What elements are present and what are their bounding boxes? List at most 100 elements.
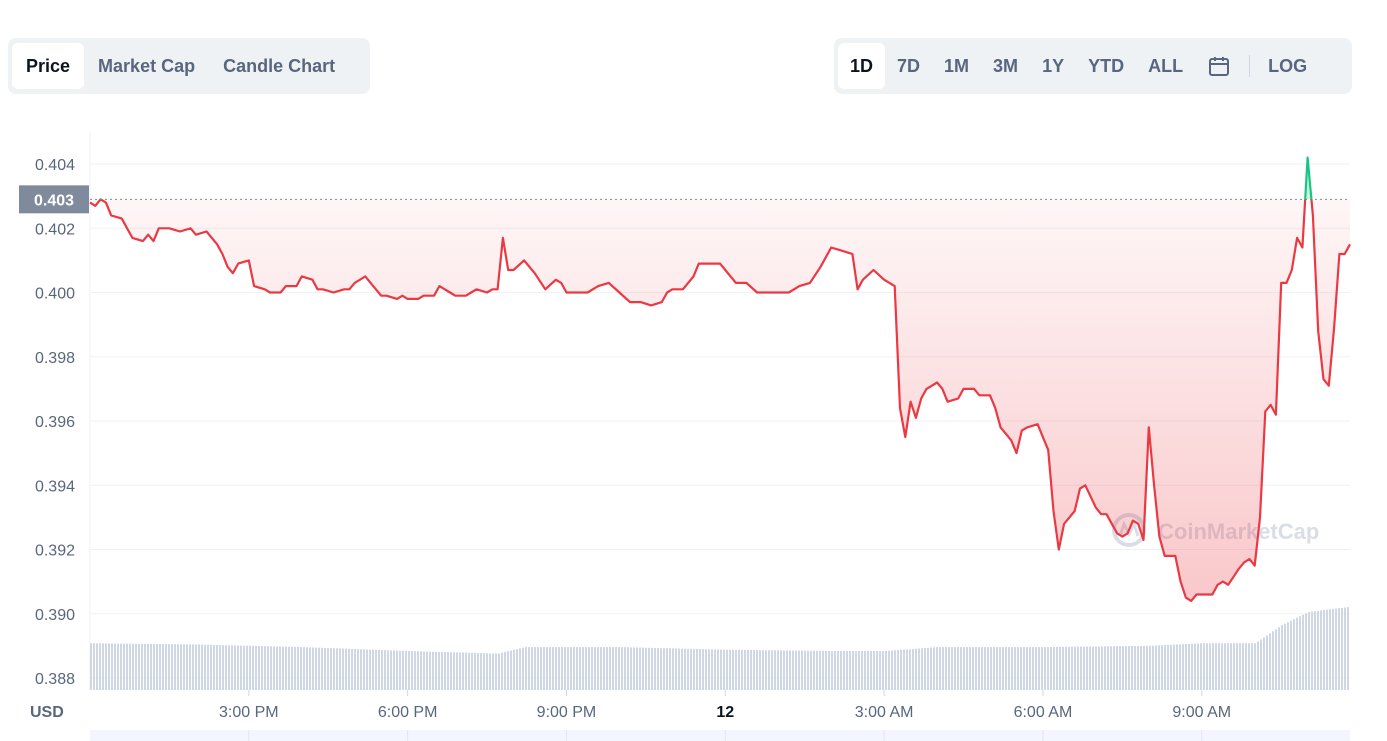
volume-bar xyxy=(1296,617,1298,690)
current-price-tag-bg xyxy=(19,185,89,214)
volume-bar xyxy=(408,651,410,690)
volume-bar xyxy=(1251,643,1253,690)
volume-bar xyxy=(306,647,308,690)
volume-bar xyxy=(714,649,716,690)
volume-bar xyxy=(444,652,446,690)
volume-bar xyxy=(1179,644,1181,690)
volume-bar xyxy=(156,644,158,690)
volume-bar xyxy=(915,648,917,690)
volume-bar xyxy=(1209,643,1211,690)
volume-bar xyxy=(597,647,599,690)
price-line-down xyxy=(89,199,1351,602)
range-1d-button[interactable]: 1D xyxy=(838,43,886,89)
volume-bar xyxy=(624,647,626,690)
volume-bar xyxy=(1314,611,1316,690)
volume-bar xyxy=(348,648,350,690)
volume-bar xyxy=(483,653,485,690)
volume-bar xyxy=(153,643,155,690)
tab-candle-chart[interactable]: Candle Chart xyxy=(223,55,336,76)
volume-bar xyxy=(855,651,857,690)
volume-bar xyxy=(675,648,677,690)
volume-bar xyxy=(849,651,851,690)
volume-bar xyxy=(537,647,539,690)
volume-bar xyxy=(1227,643,1229,690)
volume-bar xyxy=(1344,607,1346,690)
range-7d-button[interactable]: 7D xyxy=(897,55,921,76)
volume-bar xyxy=(1233,643,1235,690)
volume-bar xyxy=(381,650,383,690)
volume-bar xyxy=(843,651,845,690)
volume-bar xyxy=(1101,646,1103,690)
volume-bar xyxy=(360,649,362,690)
volume-bar xyxy=(669,648,671,690)
volume-bar xyxy=(567,647,569,690)
volume-bar xyxy=(591,647,593,690)
volume-bar xyxy=(474,652,476,690)
volume-bar xyxy=(633,647,635,690)
range-3m-button[interactable]: 3M xyxy=(993,55,1019,76)
volume-bar xyxy=(1182,644,1184,690)
range-ytd-button[interactable]: YTD xyxy=(1088,55,1125,76)
volume-bar xyxy=(1140,645,1142,690)
volume-bar xyxy=(372,649,374,690)
volume-bar xyxy=(831,650,833,690)
volume-bar xyxy=(768,650,770,690)
volume-bar xyxy=(639,647,641,690)
range-1m-button[interactable]: 1M xyxy=(944,55,970,76)
range-all-button[interactable]: ALL xyxy=(1148,55,1184,76)
tab-market-cap[interactable]: Market Cap xyxy=(98,55,196,76)
volume-bar xyxy=(672,648,674,690)
log-scale-button[interactable]: LOG xyxy=(1268,55,1308,76)
volume-bar xyxy=(402,650,404,690)
volume-bar xyxy=(246,645,248,690)
volume-bar xyxy=(1275,629,1277,690)
volume-bar xyxy=(1287,622,1289,690)
volume-bar xyxy=(1092,646,1094,690)
x-axis-labels: 3:00 PM 6:00 PM 9:00 PM 12 3:00 AM 6:00 AM 9:0… xyxy=(219,704,1231,721)
volume-bar xyxy=(468,652,470,690)
volume-bar xyxy=(1272,631,1274,690)
volume-bar xyxy=(1302,614,1304,690)
volume-bar xyxy=(1113,646,1115,690)
volume-bar xyxy=(258,646,260,690)
volume-bar xyxy=(549,647,551,690)
volume-bar xyxy=(933,647,935,690)
volume-bar xyxy=(1065,646,1067,690)
volume-bar xyxy=(516,649,518,690)
volume-bar xyxy=(1119,646,1121,690)
volume-bar xyxy=(936,647,938,690)
volume-bar xyxy=(1146,645,1148,690)
volume-bar xyxy=(1155,645,1157,690)
volume-bar xyxy=(999,647,1001,690)
volume-bar xyxy=(90,643,92,690)
volume-bar xyxy=(1245,643,1247,690)
volume-bar xyxy=(210,644,212,690)
y-tick-label: 0.396 xyxy=(35,414,75,431)
volume-bar xyxy=(720,649,722,690)
volume-bar xyxy=(285,646,287,690)
volume-bar xyxy=(450,652,452,690)
volume-bar xyxy=(168,644,170,690)
volume-bar xyxy=(543,647,545,690)
volume-bar xyxy=(1149,645,1151,690)
volume-bar xyxy=(582,647,584,690)
volume-bar xyxy=(108,643,110,690)
range-1y-button[interactable]: 1Y xyxy=(1042,55,1065,76)
current-price-tag: 0.403 xyxy=(19,185,89,214)
y-axis-labels: 0.404 0.402 0.400 0.398 0.396 0.394 0.392 0.390… xyxy=(35,157,75,688)
volume-bar xyxy=(288,646,290,690)
date-range-button[interactable] xyxy=(1195,43,1243,89)
tab-price[interactable]: Price xyxy=(12,43,85,89)
volume-bar xyxy=(1338,608,1340,690)
volume-bar xyxy=(660,648,662,690)
volume-bar xyxy=(1047,647,1049,690)
volume-bar xyxy=(954,647,956,690)
volume-bar xyxy=(924,648,926,690)
volume-bar xyxy=(480,653,482,690)
volume-bar xyxy=(1278,627,1280,690)
volume-bar xyxy=(396,650,398,690)
volume-bar xyxy=(186,644,188,690)
volume-bar xyxy=(609,647,611,690)
x-tick-label: 9:00 AM xyxy=(1172,704,1231,721)
volume-bar xyxy=(165,644,167,690)
